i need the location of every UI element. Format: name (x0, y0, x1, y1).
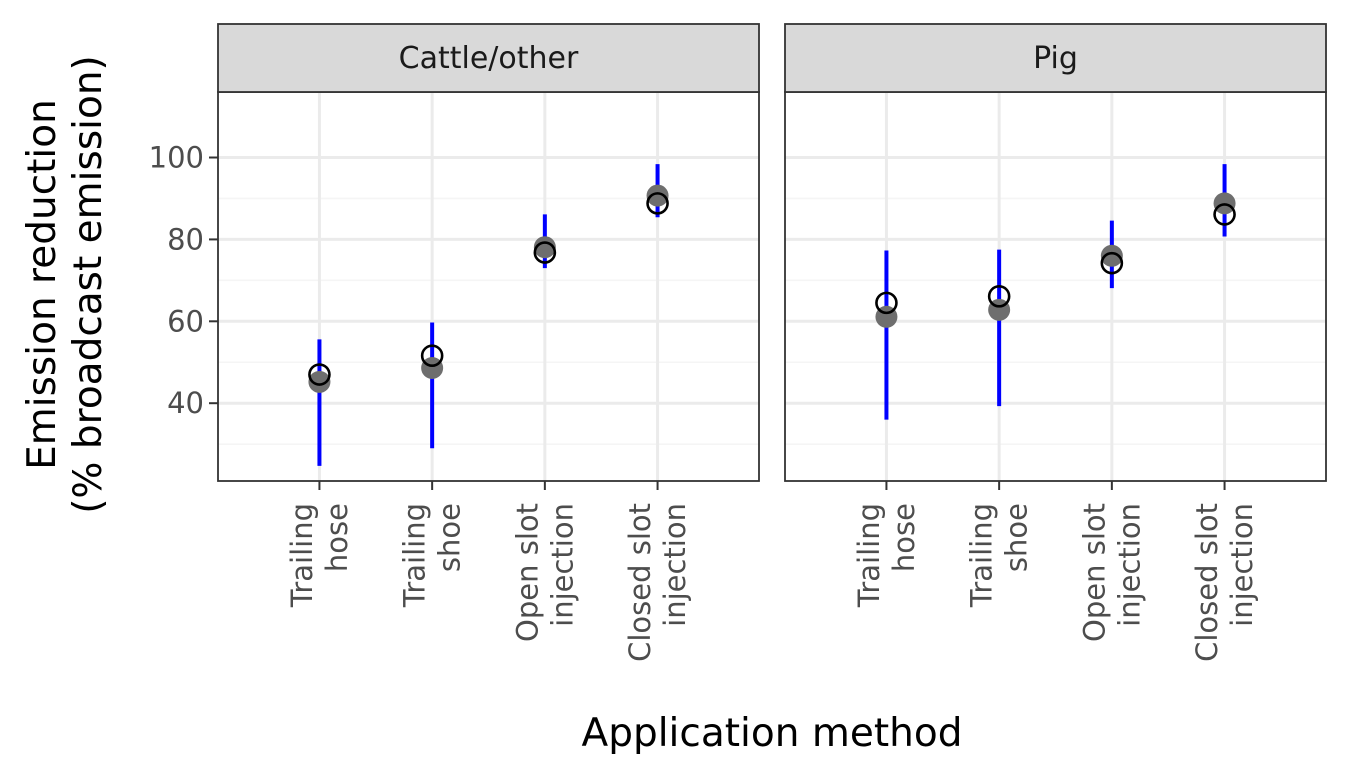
panel-background (785, 92, 1326, 481)
x-tick-label: Closed slotinjection (1190, 503, 1259, 662)
x-tick-label: Trailinghose (852, 503, 921, 608)
x-tick-label-line: shoe (433, 503, 467, 572)
facet-strip-label: Pig (1033, 41, 1078, 76)
y-axis-title-line: (% broadcast emission) (66, 55, 111, 514)
x-tick-label-line: Open slot (1077, 503, 1111, 642)
open-point (308, 363, 331, 386)
x-tick-label-line: Closed slot (623, 503, 657, 662)
y-axis-title-line: Emission reduction (20, 99, 65, 470)
x-tick-label: Closed slotinjection (623, 503, 692, 662)
facet-strip (784, 23, 1327, 93)
x-tick-label-line: injection (1225, 503, 1259, 627)
filled-point (646, 184, 669, 207)
x-tick-label-line: Trailing (965, 503, 999, 608)
x-tick-label-line: Trailing (852, 503, 886, 608)
y-tick-label: 100 (149, 141, 204, 175)
facet-strip-label: Cattle/other (399, 41, 579, 76)
x-axis-title: Application method (582, 711, 963, 756)
x-tick-label-line: hose (887, 503, 921, 572)
open-point (1213, 203, 1236, 226)
open-point (875, 291, 898, 315)
x-tick-label-line: injection (1112, 503, 1146, 627)
open-point (987, 285, 1011, 308)
open-point (646, 192, 669, 215)
x-tick-label: Open slotinjection (1077, 503, 1146, 642)
panel-background (218, 92, 759, 481)
x-tick-label: Open slotinjection (510, 503, 579, 642)
open-point (420, 344, 444, 368)
filled-point (533, 236, 556, 259)
x-tick-label: Trailingshoe (398, 503, 467, 608)
facet-strip (217, 23, 760, 93)
x-tick-label-line: hose (320, 503, 354, 572)
y-tick-label: 60 (167, 304, 204, 338)
x-tick-label-line: Trailing (398, 503, 432, 608)
open-point (533, 241, 557, 264)
x-tick-label-line: shoe (1000, 503, 1034, 572)
open-point (1100, 251, 1124, 275)
x-tick-label: Trailinghose (285, 503, 354, 608)
filled-point (308, 370, 331, 393)
filled-point (1100, 244, 1123, 267)
x-tick-label-line: Closed slot (1190, 503, 1224, 662)
x-tick-label-line: Trailing (285, 503, 319, 608)
y-axis-title: Emission reduction(% broadcast emission) (20, 55, 111, 514)
y-tick-label: 40 (167, 386, 204, 420)
x-tick-label: Trailingshoe (965, 503, 1034, 608)
x-tick-label-line: injection (545, 503, 579, 627)
x-tick-label-line: Open slot (510, 503, 544, 642)
x-tick-label-line: injection (658, 503, 692, 627)
y-tick-label: 80 (167, 222, 204, 256)
